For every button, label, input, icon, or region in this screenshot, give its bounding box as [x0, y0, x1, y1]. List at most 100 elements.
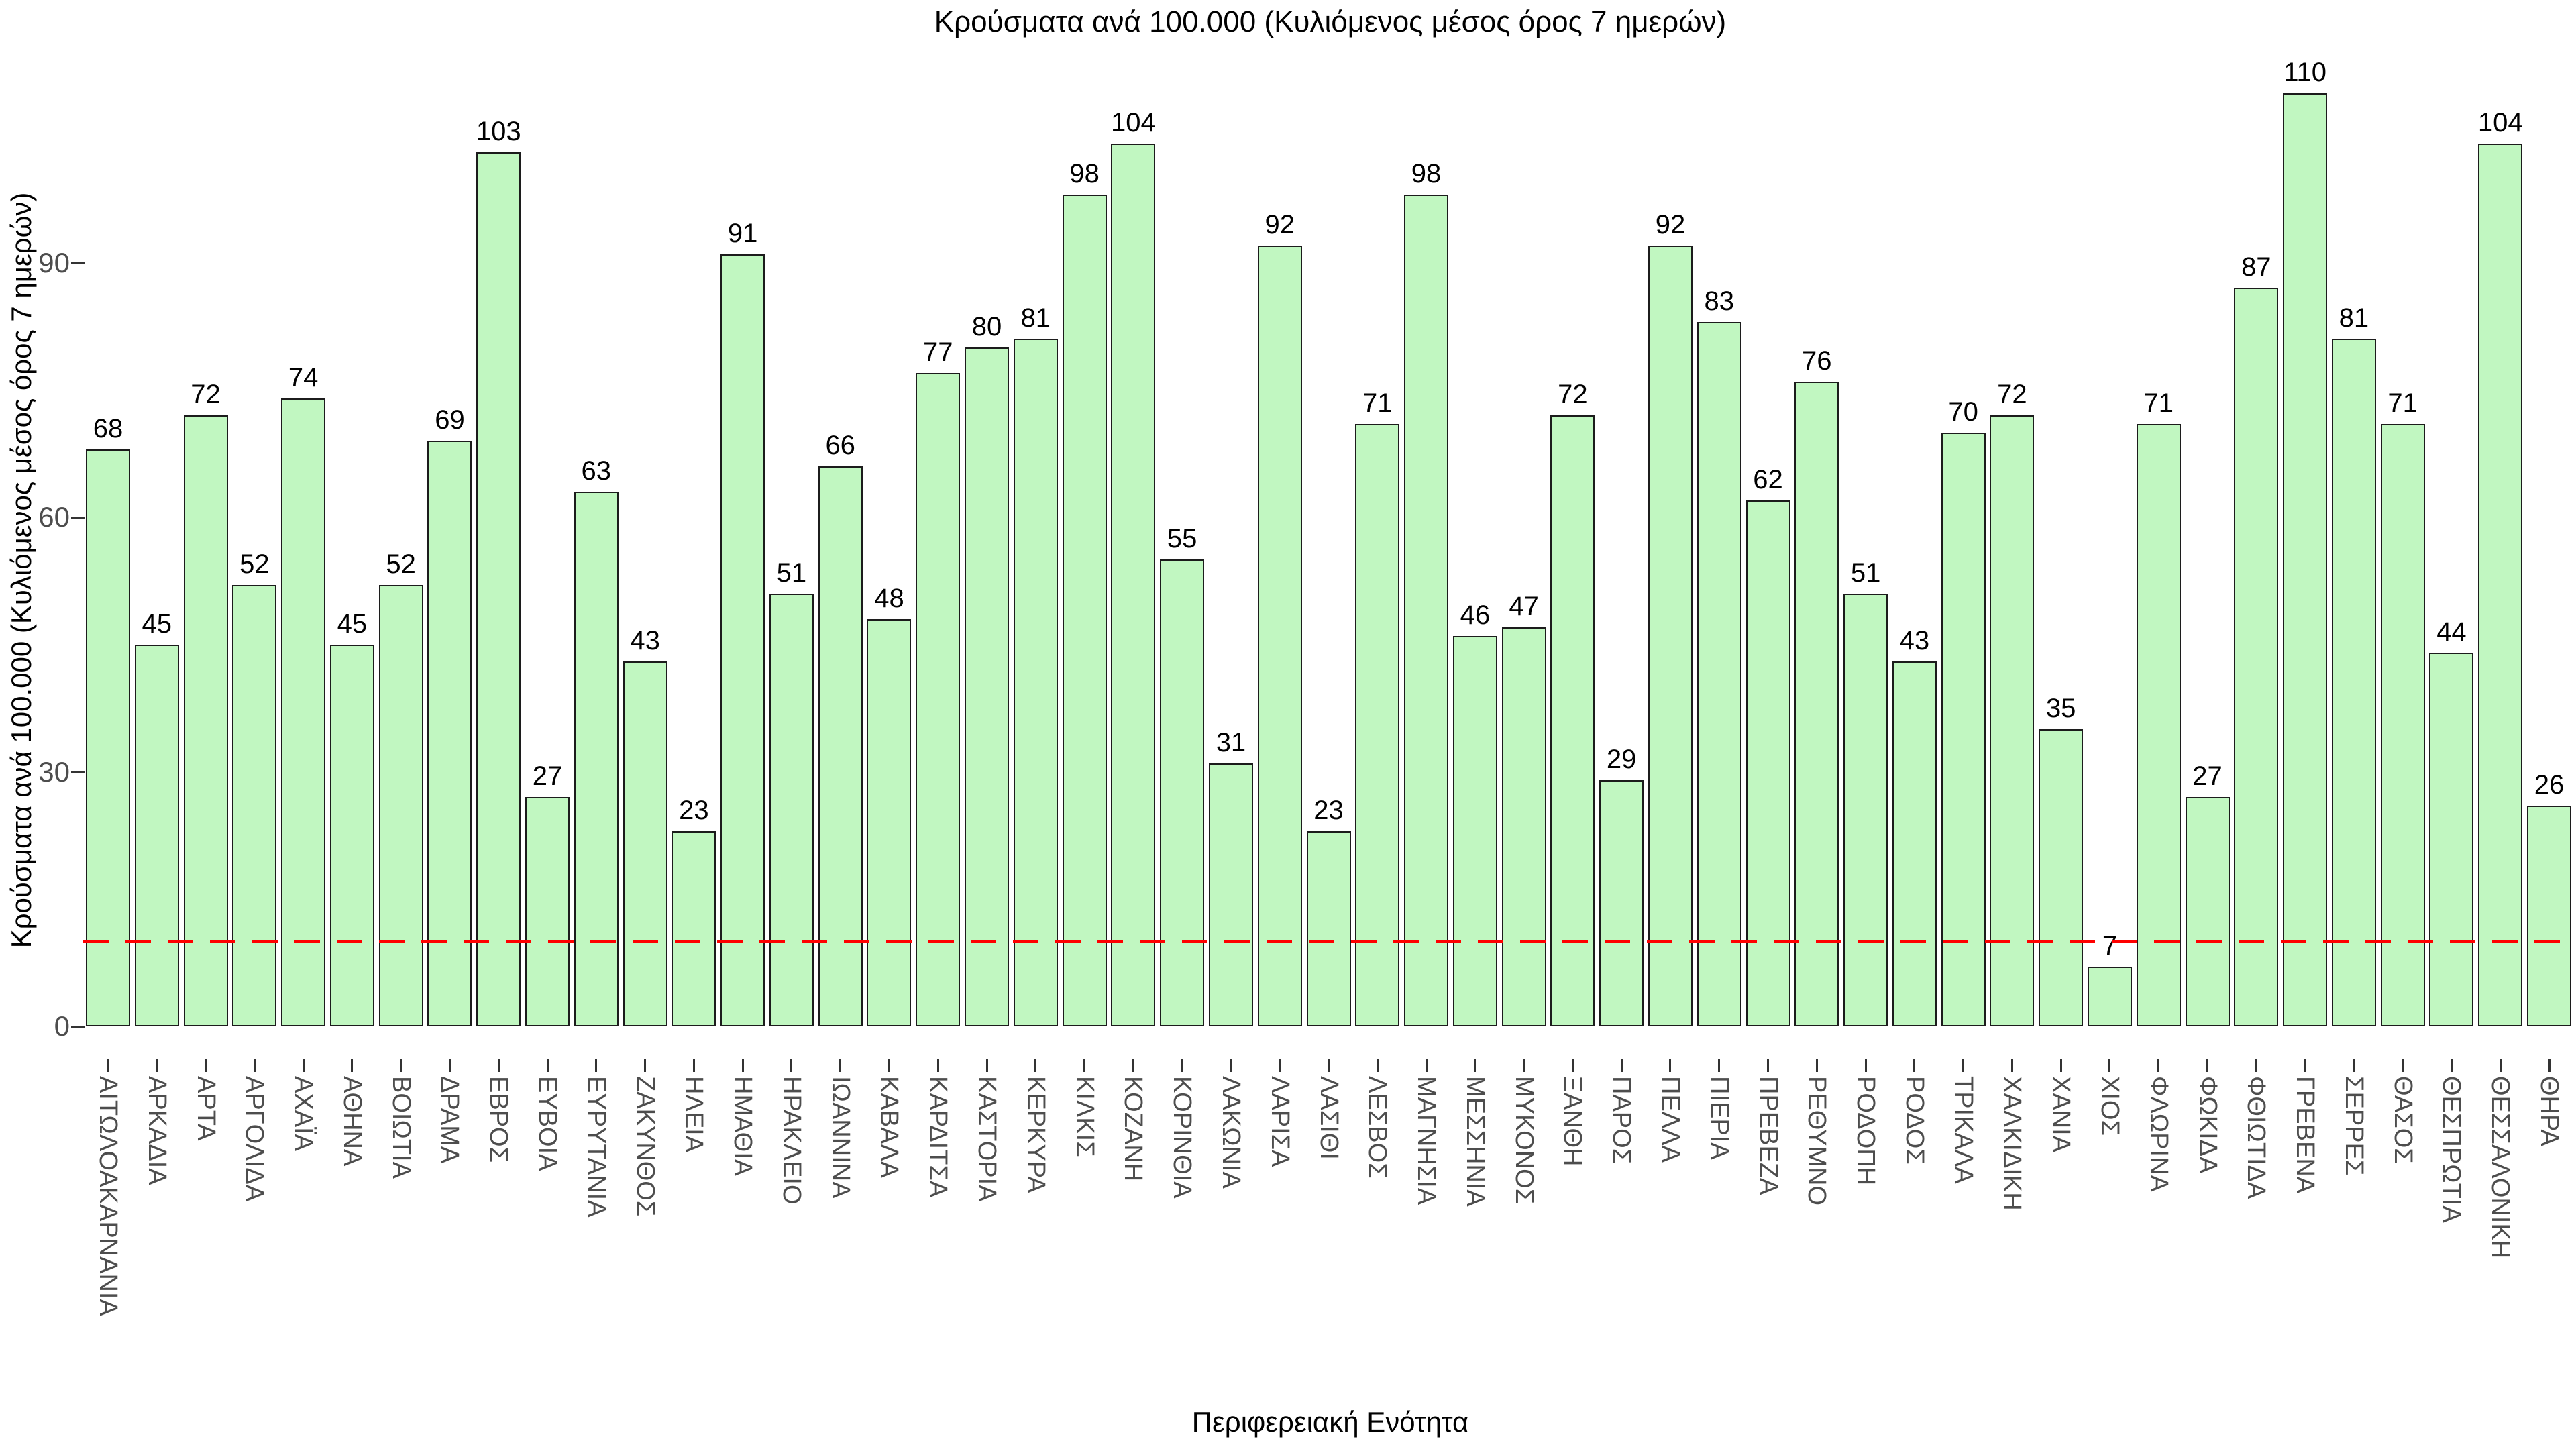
bar-value-label: 51 [1850, 557, 1881, 588]
bar-value-label: 45 [142, 608, 172, 639]
y-axis-title: Κρούσματα ανά 100.000 (Κυλιόμενος μέσος … [5, 192, 37, 949]
bar [2331, 339, 2376, 1026]
x-tick-mark [741, 1059, 744, 1072]
bar [1843, 593, 1888, 1026]
x-tick-mark [448, 1059, 451, 1072]
y-tick-label: 30 [38, 755, 70, 788]
x-tick-label: ΚΑΒΑΛΑ [875, 1076, 904, 1179]
bar-value-label: 52 [239, 549, 270, 580]
bar-value-label: 23 [1313, 796, 1344, 826]
bar-value-label: 103 [476, 117, 521, 147]
bar-value-label: 26 [2534, 770, 2565, 800]
x-tick-label: ΧΑΛΚΙΔΙΚΗ [1998, 1076, 2027, 1211]
bar-value-label: 71 [1362, 388, 1393, 418]
x-tick-label: ΧΑΝΙΑ [2047, 1076, 2076, 1153]
x-tick-label: ΒΟΙΩΤΙΑ [386, 1076, 415, 1179]
bar-value-label: 104 [1111, 108, 1156, 138]
x-tick-mark [497, 1059, 500, 1072]
x-tick-label: ΘΑΣΟΣ [2388, 1076, 2417, 1164]
x-tick-mark [985, 1059, 988, 1072]
x-tick-mark [790, 1059, 793, 1072]
x-tick-mark [595, 1059, 598, 1072]
bar [1550, 415, 1595, 1026]
x-tick-label: ΔΡΑΜΑ [435, 1076, 464, 1164]
bar-value-label: 7 [2102, 931, 2118, 961]
bar [1746, 500, 1790, 1026]
bar-value-label: 46 [1460, 600, 1491, 631]
bar-value-label: 110 [2284, 57, 2326, 87]
bar [672, 831, 716, 1026]
bar [1501, 627, 1546, 1026]
bar-value-label: 98 [1069, 159, 1099, 189]
x-tick-mark [1425, 1059, 1428, 1072]
y-tick-label: 0 [54, 1010, 70, 1042]
x-tick-mark [302, 1059, 305, 1072]
x-tick-label: ΦΩΚΙΔΑ [2193, 1076, 2222, 1174]
x-tick-mark [1230, 1059, 1232, 1072]
bar-value-label: 27 [2192, 761, 2222, 792]
bar-value-label: 80 [971, 312, 1002, 341]
bar-value-label: 63 [581, 456, 612, 486]
bar [1697, 322, 1741, 1026]
bar-value-label: 47 [1509, 592, 1539, 622]
bar [183, 415, 228, 1026]
bar-value-label: 29 [1606, 745, 1637, 775]
x-tick-mark [107, 1059, 109, 1072]
bar [476, 152, 521, 1026]
bar-value-label: 92 [1655, 210, 1686, 240]
y-tick-label: 60 [38, 501, 70, 533]
x-tick-label: ΓΡΕΒΕΝΑ [2291, 1076, 2320, 1194]
x-tick-mark [1767, 1059, 1770, 1072]
bar [1160, 559, 1205, 1026]
x-tick-label: ΤΡΙΚΑΛΑ [1949, 1076, 1978, 1184]
x-tick-label: ΑΘΗΝΑ [337, 1076, 366, 1167]
x-tick-label: ΠΕΛΛΑ [1656, 1076, 1684, 1163]
bar [2087, 967, 2132, 1026]
bar [2283, 93, 2328, 1026]
x-tick-mark [2157, 1059, 2160, 1072]
x-tick-mark [253, 1059, 256, 1072]
x-tick-label: ΜΕΣΣΗΝΙΑ [1460, 1076, 1489, 1207]
bar-value-label: 55 [1167, 524, 1197, 554]
x-tick-mark [2108, 1059, 2111, 1072]
bar [1013, 339, 1058, 1026]
bar [1599, 780, 1644, 1026]
bar [1794, 381, 1839, 1026]
bar [965, 347, 1010, 1026]
x-tick-label: ΚΕΡΚΥΡΑ [1021, 1076, 1050, 1193]
bar [769, 593, 814, 1026]
x-tick-label: ΛΕΣΒΟΣ [1363, 1076, 1392, 1179]
x-tick-mark [1864, 1059, 1867, 1072]
x-tick-label: ΛΑΡΙΣΑ [1265, 1076, 1294, 1167]
x-tick-label: ΘΗΡΑ [2535, 1076, 2563, 1146]
bar [2039, 729, 2084, 1026]
y-tick-label: 90 [38, 246, 70, 278]
x-tick-label: ΙΩΑΝΝΙΝΑ [826, 1076, 855, 1199]
x-tick-mark [1571, 1059, 1574, 1072]
bar [378, 585, 423, 1026]
bar [1306, 831, 1351, 1026]
bar [574, 492, 619, 1026]
bar [1404, 195, 1449, 1026]
bar-value-label: 104 [2477, 108, 2523, 138]
bar-value-label: 66 [825, 431, 855, 461]
x-tick-label: ΑΡΚΑΔΙΑ [142, 1076, 171, 1185]
y-tick-mark [71, 771, 85, 773]
x-tick-label: ΗΜΑΘΙΑ [729, 1076, 757, 1177]
x-tick-label: ΘΕΣΠΡΩΤΙΑ [2437, 1076, 2466, 1223]
bar [818, 466, 863, 1026]
x-tick-label: ΜΑΓΝΗΣΙΑ [1412, 1076, 1441, 1205]
x-tick-mark [692, 1059, 695, 1072]
x-tick-mark [888, 1059, 890, 1072]
x-tick-mark [1620, 1059, 1623, 1072]
bar-value-label: 83 [1704, 286, 1734, 317]
x-tick-mark [839, 1059, 842, 1072]
bar-value-label: 62 [1753, 464, 1783, 494]
bar [281, 398, 326, 1026]
x-tick-label: ΑΡΤΑ [191, 1076, 220, 1141]
x-tick-mark [2059, 1059, 2062, 1072]
x-tick-label: ΠΑΡΟΣ [1607, 1076, 1636, 1165]
x-tick-mark [2255, 1059, 2257, 1072]
bar-value-label: 72 [191, 380, 221, 410]
